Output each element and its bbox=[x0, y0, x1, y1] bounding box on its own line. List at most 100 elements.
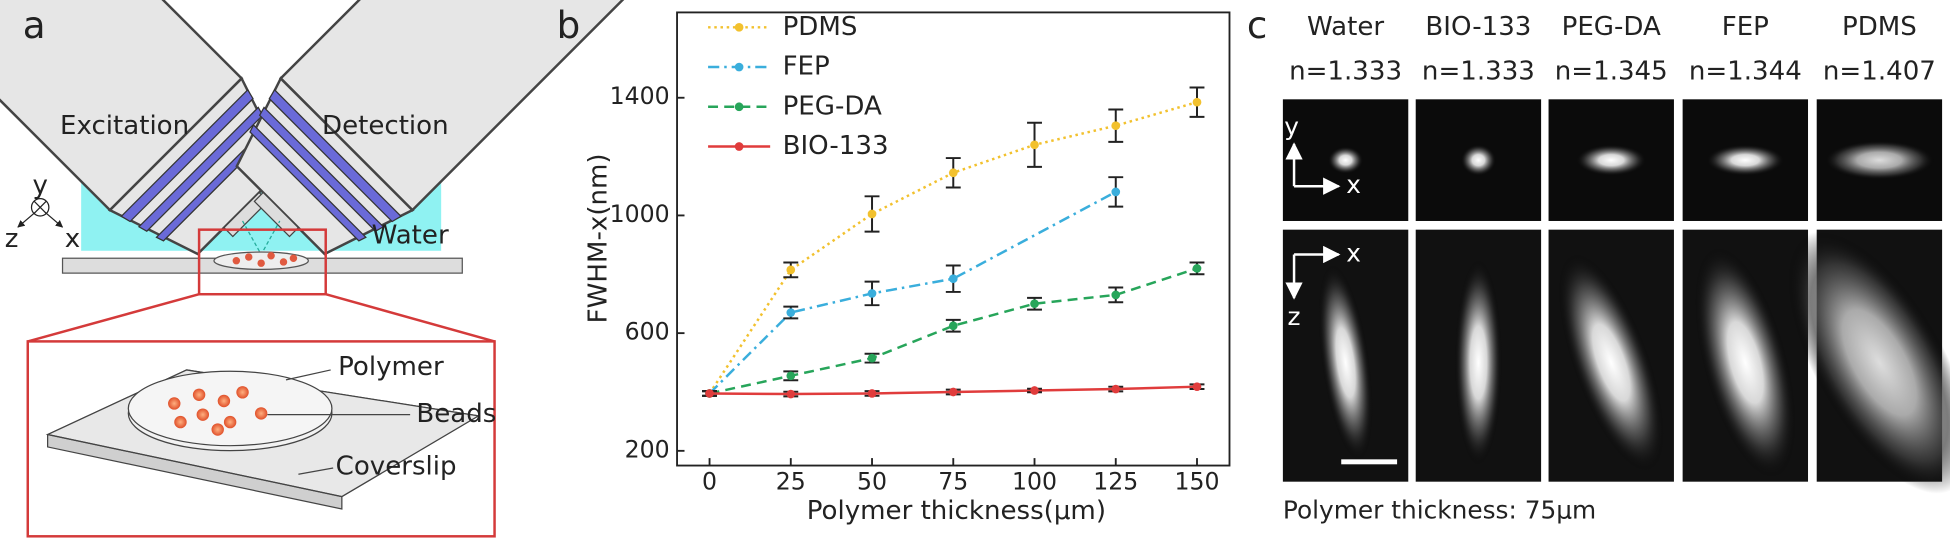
panel-a: a Excitation Detection Water y z x Polym… bbox=[0, 0, 634, 538]
column-index: n=1.345 bbox=[1555, 57, 1668, 87]
column-title: PEG-DA bbox=[1562, 12, 1661, 42]
axis-label: x bbox=[1346, 238, 1361, 267]
callout-label: Coverslip bbox=[336, 451, 457, 481]
column-title: BIO-133 bbox=[1425, 12, 1531, 42]
data-point bbox=[786, 389, 796, 399]
series-line bbox=[708, 190, 1117, 395]
psf-xy bbox=[1575, 144, 1648, 177]
data-point bbox=[867, 209, 877, 219]
callout-line bbox=[298, 467, 334, 475]
column-index: n=1.333 bbox=[1422, 57, 1535, 87]
panel-c: c Polymer thickness: 75μm Water n=1.333 BI… bbox=[1247, 3, 1950, 524]
x-tick-label: 75 bbox=[938, 467, 968, 495]
y-tick-label: 600 bbox=[625, 318, 670, 346]
x-tick-label: 125 bbox=[1093, 467, 1138, 495]
data-point bbox=[867, 353, 877, 363]
column-title: FEP bbox=[1722, 12, 1769, 42]
psf-xy bbox=[1823, 140, 1936, 181]
axis-label: x bbox=[1346, 170, 1361, 199]
data-point bbox=[1111, 121, 1121, 131]
beads bbox=[168, 386, 268, 436]
data-point bbox=[948, 274, 958, 284]
data-point bbox=[786, 308, 796, 317]
data-point bbox=[1111, 384, 1121, 394]
objective-label: Excitation bbox=[60, 111, 189, 141]
inset-box bbox=[26, 340, 496, 538]
zoom-line bbox=[325, 293, 495, 343]
data-point bbox=[1111, 290, 1121, 300]
psf-xy bbox=[1327, 146, 1364, 175]
column-title: PDMS bbox=[1842, 12, 1917, 42]
objective-label: Detection bbox=[322, 111, 449, 141]
legend-marker bbox=[734, 142, 744, 151]
data-point bbox=[867, 289, 877, 298]
callout-line bbox=[285, 369, 331, 381]
panel-label: a bbox=[23, 3, 46, 47]
psf-xy bbox=[1705, 144, 1786, 177]
psf-xz bbox=[1558, 253, 1665, 472]
y-tick-label: 1000 bbox=[610, 200, 670, 228]
x-tick-label: 100 bbox=[1012, 467, 1057, 495]
psf-xz bbox=[1454, 259, 1503, 466]
callout-label: Beads bbox=[416, 399, 496, 429]
legend-marker bbox=[734, 102, 744, 112]
axis-label: y bbox=[32, 171, 47, 201]
data-point bbox=[1030, 299, 1039, 309]
data-point bbox=[1111, 187, 1121, 197]
panel-b: b Polymer thickness(μm) FWHM-x(nm) 0 25 50… bbox=[557, 3, 1231, 526]
medium-label: Water bbox=[372, 220, 449, 250]
detection-objective bbox=[235, 0, 634, 256]
legend-label: BIO-133 bbox=[783, 131, 889, 161]
data-point bbox=[948, 168, 958, 178]
axis-arrow bbox=[44, 211, 64, 228]
data-point bbox=[1030, 140, 1039, 150]
psf-xz bbox=[1318, 264, 1373, 461]
beads-small bbox=[232, 252, 298, 267]
legend-label: PDMS bbox=[783, 12, 858, 42]
panel-label: c bbox=[1247, 3, 1267, 47]
panel-label: b bbox=[557, 3, 581, 47]
scale-bar bbox=[1341, 459, 1398, 465]
data-point bbox=[1192, 97, 1202, 107]
legend-label: FEP bbox=[783, 52, 830, 82]
zoom-box bbox=[197, 228, 327, 296]
axis-symbol bbox=[33, 200, 47, 214]
psf-xz bbox=[1694, 246, 1797, 479]
data-point bbox=[1192, 264, 1202, 273]
legend-label: PEG-DA bbox=[783, 91, 882, 121]
data-point bbox=[867, 389, 877, 398]
plot-frame bbox=[676, 11, 1231, 467]
psf-xz bbox=[1787, 231, 1950, 494]
data-point bbox=[705, 389, 714, 398]
y-tick-label: 200 bbox=[625, 435, 670, 463]
psf-xy bbox=[1460, 144, 1497, 177]
y-axis-label: FWHM-x(nm) bbox=[583, 153, 613, 323]
data-point bbox=[786, 371, 796, 381]
x-tick-label: 50 bbox=[857, 467, 887, 495]
column-index: n=1.333 bbox=[1289, 57, 1402, 87]
column-title: Water bbox=[1307, 12, 1384, 42]
x-tick-label: 150 bbox=[1174, 467, 1219, 495]
caption: Polymer thickness: 75μm bbox=[1283, 495, 1596, 524]
y-tick-label: 1400 bbox=[610, 82, 670, 110]
column-index: n=1.407 bbox=[1823, 57, 1936, 87]
data-point bbox=[948, 321, 958, 331]
zoom-line bbox=[27, 293, 200, 343]
x-axis-label: Polymer thickness(μm) bbox=[807, 496, 1106, 526]
data-point bbox=[948, 387, 958, 397]
axis-arrow bbox=[17, 211, 36, 228]
data-point bbox=[1192, 382, 1202, 392]
data-point bbox=[786, 265, 796, 275]
axis-label: z bbox=[1288, 302, 1301, 331]
axis-symbol bbox=[30, 198, 50, 217]
axis-label: x bbox=[65, 224, 80, 254]
legend-marker bbox=[734, 22, 744, 32]
x-tick-label: 0 bbox=[702, 467, 717, 495]
data-point bbox=[1030, 386, 1039, 395]
x-tick-label: 25 bbox=[776, 467, 806, 495]
column-index: n=1.344 bbox=[1689, 57, 1802, 87]
legend-marker bbox=[734, 62, 744, 72]
axis-label: z bbox=[5, 224, 19, 254]
axis-label: y bbox=[1284, 112, 1299, 141]
